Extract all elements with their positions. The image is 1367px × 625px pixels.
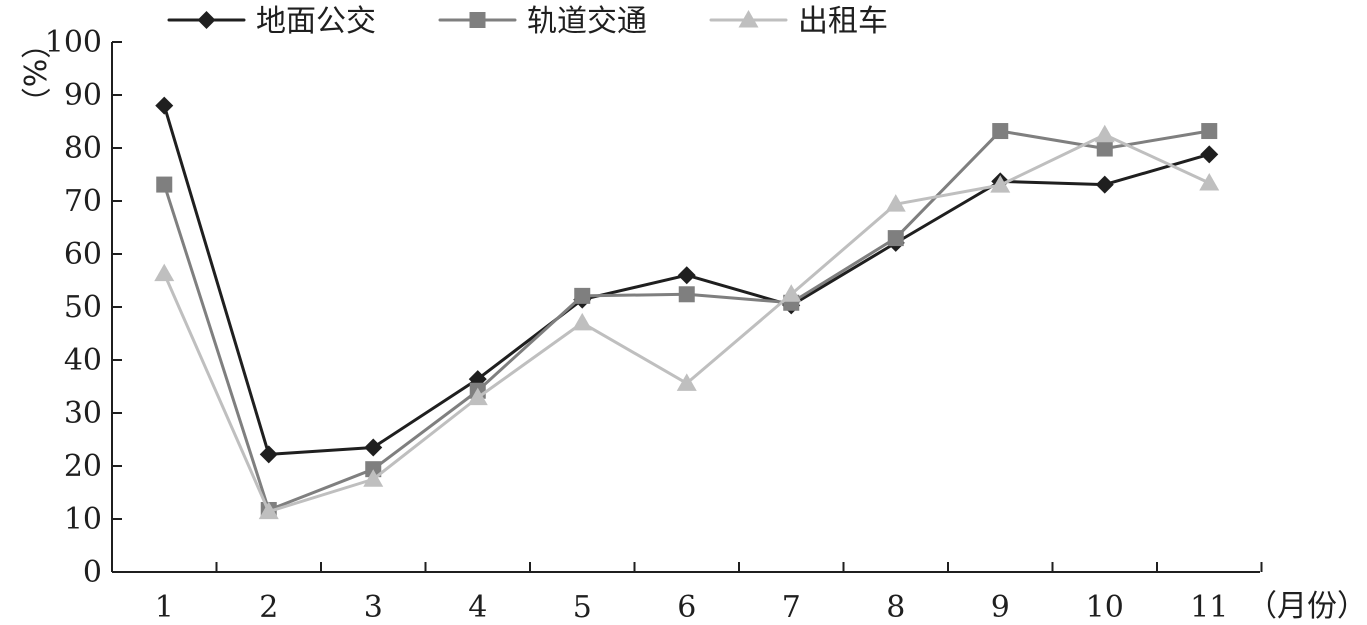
data-point-marker	[365, 461, 382, 478]
legend-marker	[197, 11, 216, 29]
data-point-marker	[992, 123, 1009, 140]
data-point-marker	[574, 287, 591, 304]
legend-label: 轨道交通	[527, 4, 647, 39]
data-point-marker	[156, 176, 173, 193]
y-tick-label: 50	[64, 290, 102, 325]
data-point-marker	[781, 284, 802, 302]
series-group	[154, 124, 1220, 520]
y-tick-label: 30	[64, 396, 102, 431]
legend-item: 轨道交通	[438, 4, 647, 39]
series-layer	[154, 96, 1220, 520]
y-tick-label: 10	[64, 502, 102, 537]
data-point-marker	[887, 230, 904, 247]
x-tick-label: 4	[468, 590, 487, 625]
legend-item: 地面公交	[167, 4, 376, 39]
y-tick-label: 0	[83, 555, 102, 590]
y-tick-label: 80	[64, 131, 102, 166]
x-tick-label: 2	[259, 590, 278, 625]
data-point-marker	[1094, 124, 1115, 143]
data-point-marker	[678, 286, 695, 303]
data-point-marker	[467, 387, 488, 406]
x-tick-label: 10	[1086, 590, 1124, 625]
x-tick-label: 11	[1190, 590, 1228, 625]
y-axis-label: （%）	[16, 29, 51, 118]
data-point-marker	[363, 469, 384, 487]
data-point-marker	[258, 501, 279, 520]
data-point-marker	[990, 175, 1011, 193]
legend-marker	[738, 10, 759, 28]
data-point-marker	[677, 266, 696, 285]
legend-marker	[469, 12, 486, 28]
series-group	[156, 123, 1218, 518]
series-group	[155, 96, 1219, 464]
y-tick-label: 100	[45, 25, 102, 60]
y-tick-label: 70	[64, 184, 102, 219]
legend-item: 出租车	[709, 4, 888, 39]
data-point-marker	[154, 263, 175, 282]
x-tick-label: 6	[677, 590, 696, 625]
data-point-marker	[364, 438, 383, 457]
x-tick-label: 1	[155, 590, 174, 625]
data-point-marker	[572, 312, 593, 331]
data-point-marker	[259, 445, 278, 464]
legend-label: 出租车	[798, 4, 888, 39]
x-tick-label: 5	[573, 590, 592, 625]
data-point-marker	[1199, 172, 1220, 191]
legend-label: 地面公交	[256, 4, 376, 39]
y-tick-label: 40	[64, 343, 102, 378]
data-point-marker	[1200, 145, 1219, 164]
data-point-marker	[1095, 175, 1114, 194]
data-point-marker	[1201, 123, 1218, 140]
chart-labels: （月份） （%）	[16, 29, 1367, 624]
y-tick-label: 90	[64, 78, 102, 113]
data-point-marker	[1096, 140, 1113, 157]
series-line	[162, 129, 1211, 512]
x-tick-label: 9	[991, 590, 1010, 625]
data-point-marker	[155, 96, 174, 115]
y-tick-label: 60	[64, 237, 102, 272]
x-tick-label: 3	[364, 590, 383, 625]
x-tick-label: 8	[886, 590, 905, 625]
x-axis-label: （月份）	[1247, 589, 1367, 624]
chart-legend: 地面公交 轨道交通 出租车	[167, 4, 888, 39]
x-tick-label: 7	[782, 590, 801, 625]
data-point-marker	[676, 373, 697, 391]
y-tick-label: 20	[64, 449, 102, 484]
chart-axes: 0 10 20 30 40 50 60 70 80 90 100 1 2 3 4 5 6 7 8 9 10 11	[45, 25, 1263, 625]
data-point-marker	[885, 194, 906, 212]
series-line	[162, 133, 1211, 514]
